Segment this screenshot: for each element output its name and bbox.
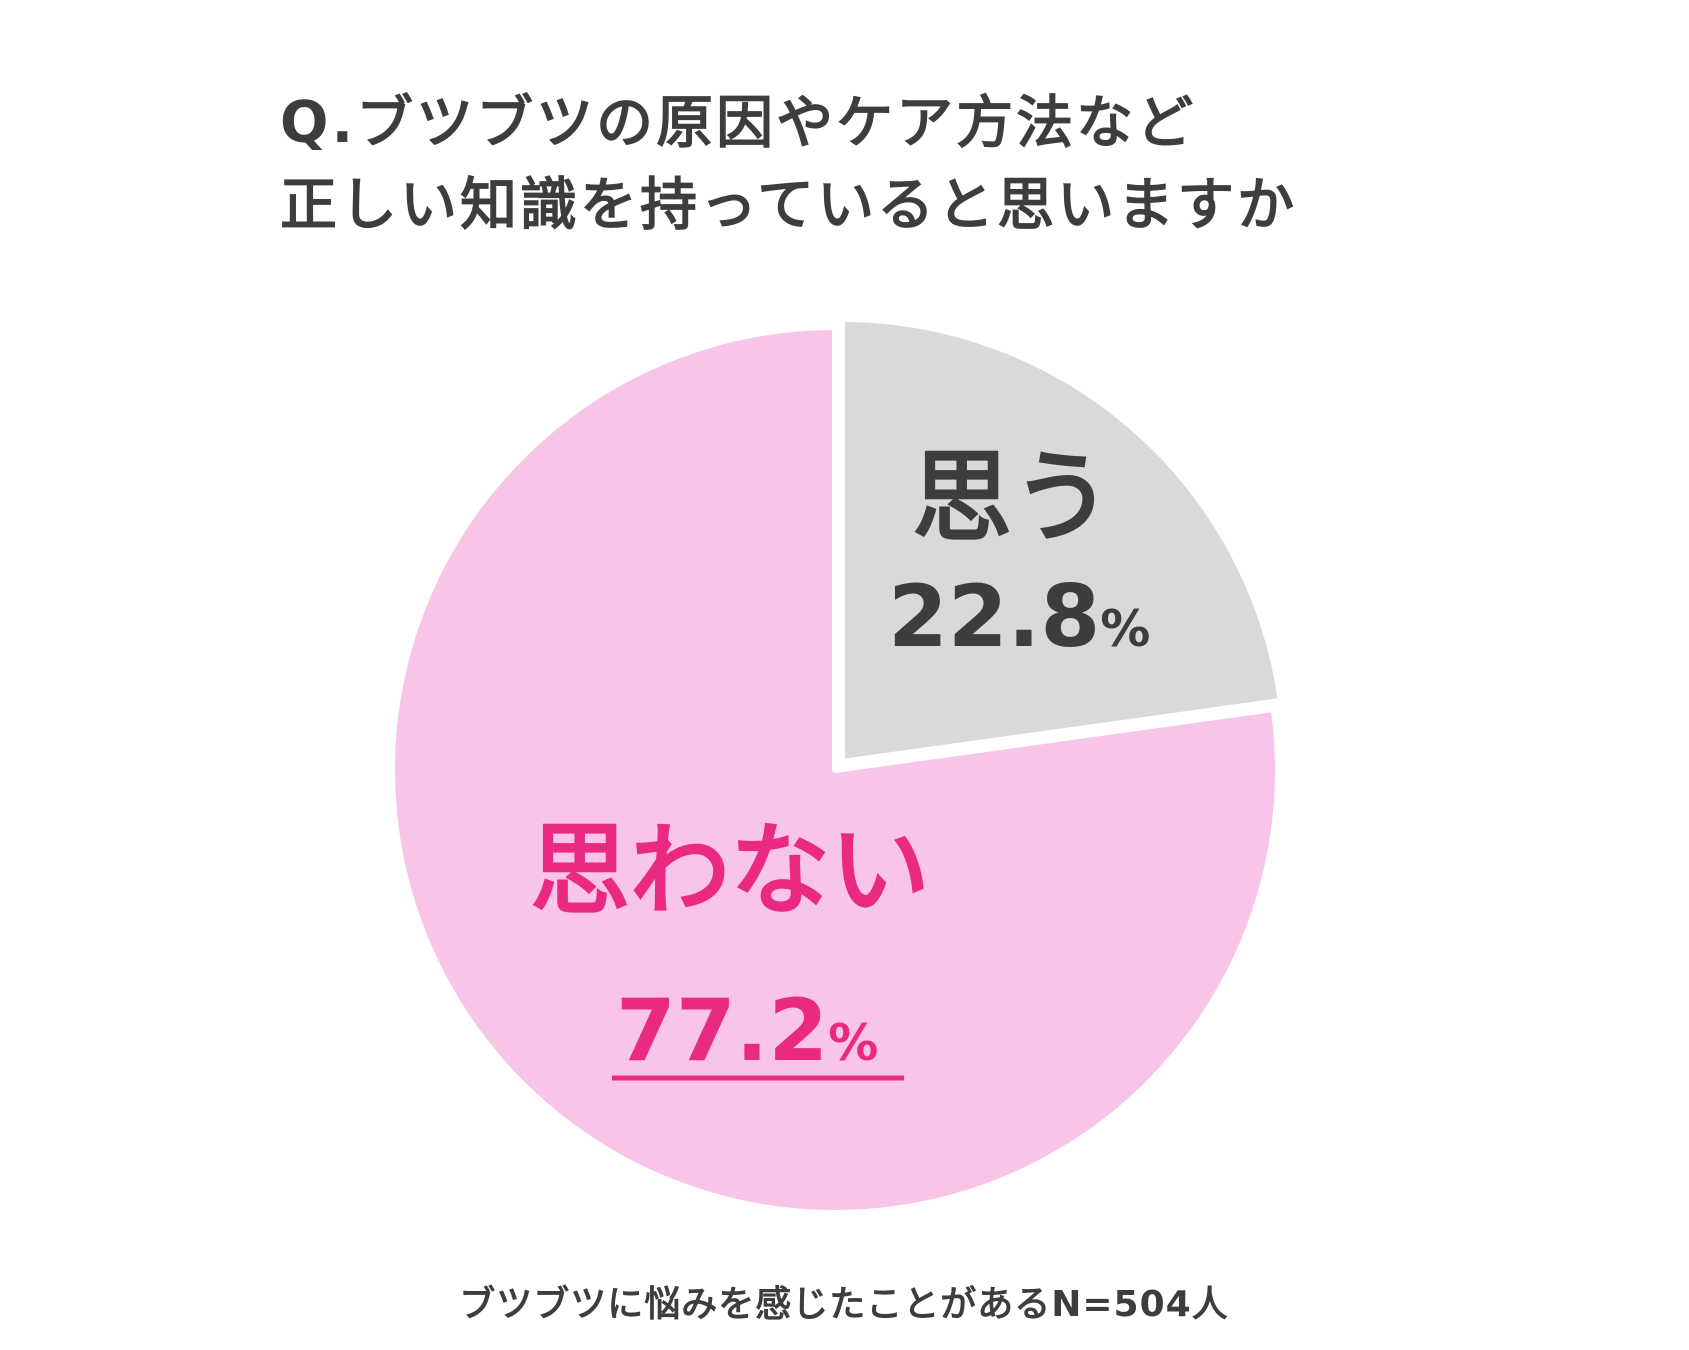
sample-size-note: ブツブツに悩みを感じたことがあるN=504人 [459, 1283, 1228, 1325]
pie-slice-omowanai [389, 324, 1281, 1216]
slice-label-omou: 思う [912, 439, 1112, 556]
slice-labels: 思う 22.8% 思わない 77.2% [530, 439, 1150, 1081]
pie-slice-omou [839, 316, 1284, 765]
slice-value-number-omowanai: 77.2 [616, 981, 828, 1081]
slice-value-number-omou: 22.8 [888, 567, 1100, 667]
slice-label-omowanai: 思わない [530, 812, 930, 929]
slice-value-omou: 22.8% [888, 567, 1150, 667]
chart-title: Q.ブツブツの原因やケア方法など 正しい知識を持っていると思いますか [280, 90, 1297, 238]
title-line-1: Q.ブツブツの原因やケア方法など [280, 90, 1196, 156]
slice-value-unit-omou: % [1100, 600, 1150, 658]
title-line-2: 正しい知識を持っていると思いますか [280, 172, 1297, 238]
slice-value-omowanai: 77.2% [616, 981, 878, 1081]
slice-value-unit-omowanai: % [828, 1014, 878, 1072]
pie-slices [389, 316, 1284, 1216]
